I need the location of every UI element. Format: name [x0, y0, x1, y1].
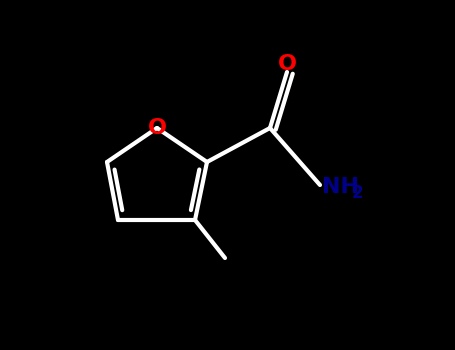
Text: 2: 2	[352, 184, 364, 202]
Text: O: O	[147, 118, 167, 138]
Text: O: O	[278, 54, 297, 74]
Text: NH: NH	[322, 177, 359, 197]
